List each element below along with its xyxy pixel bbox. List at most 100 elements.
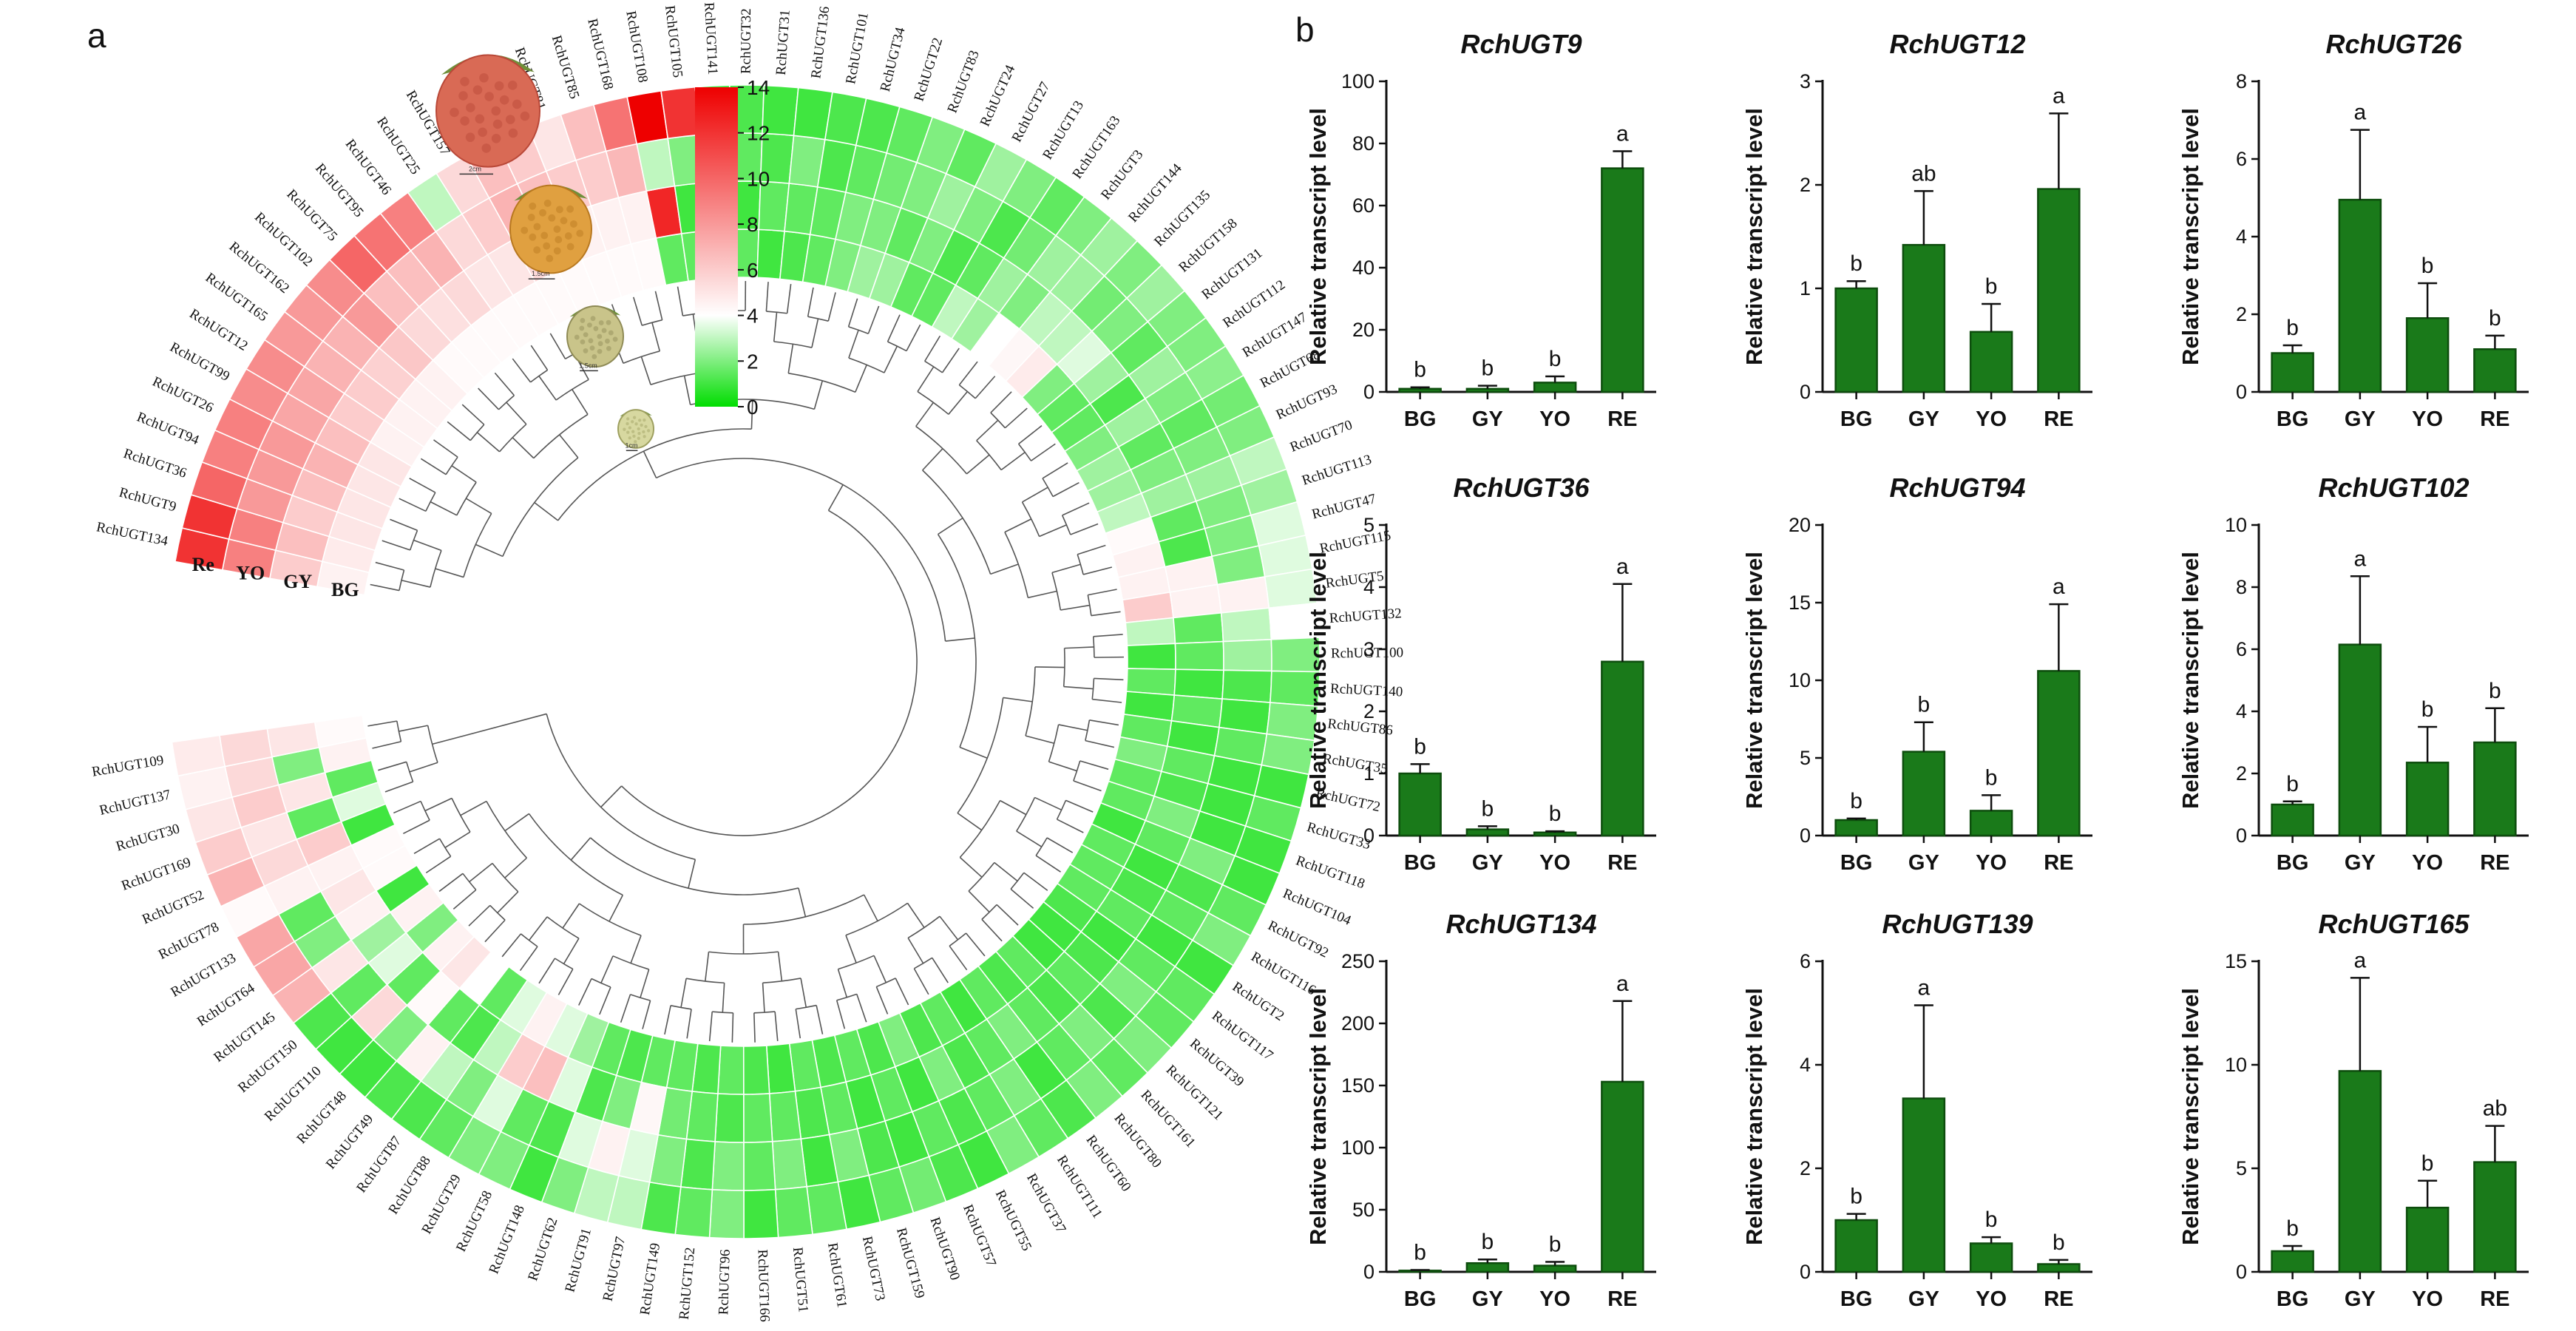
dendro-branch [1031,443,1056,461]
dendro-branch [1052,481,1079,498]
bar-GY [1465,1261,1510,1273]
fruit-drupelet [481,143,492,153]
colorbar-tick-label: 10 [747,167,770,190]
dendro-branch [1064,646,1094,649]
fruit-drupelet [643,435,646,438]
fruit-drupelet [638,419,642,422]
fruit-drupelet [606,319,611,325]
dendro-branch [1018,424,1043,445]
dendro-arc [427,725,438,763]
y-axis-label: Relative transcript level [1305,988,1331,1245]
gene-label: RchUGT90 [927,1215,963,1282]
y-tick-label: 0 [2236,824,2247,847]
fruit-drupelet [507,81,518,90]
fruit-drupelet [598,320,604,326]
dendro-arc [533,413,589,459]
dendro-branch [609,895,624,922]
dendro-arc [530,369,548,383]
y-tick-label: 5 [1363,514,1375,536]
gene-label: RchUGT86 [1326,716,1393,738]
dendro-arc [1077,554,1084,575]
dendro-branch [469,862,493,883]
dendro-branch [1048,761,1077,772]
gene-label: RchUGT35 [1321,751,1389,776]
significance-letter: b [1549,347,1562,371]
fruit-drupelet [553,247,561,255]
dendro-branch [393,800,421,814]
dendro-arc [836,993,858,1001]
fruit-drupelet [491,106,501,116]
fruit-drupelet [632,416,637,419]
dendro-branch [1093,634,1123,637]
dendro-branch [1060,604,1090,611]
dendro-branch [688,859,696,889]
fruit-drupelet [579,325,585,331]
significance-letter: b [2286,772,2299,796]
bar-GY [1902,243,1946,393]
significance-letter: a [2354,948,2367,972]
dendro-branch [1034,666,1065,668]
x-tick-label: GY [1472,851,1503,875]
chart-title: RchUGT94 [1889,473,2025,503]
dendro-arc [486,801,527,858]
fruit-body [617,409,654,449]
gene-label: RchUGT60 [1083,1132,1134,1194]
ring-label-BG: BG [331,579,359,600]
dendro-arc [1085,719,1091,741]
gene-label: RchUGT33 [1305,819,1372,853]
bar-BG [1834,287,1878,393]
dendro-branch [409,478,436,493]
dendro-branch [1070,523,1099,535]
gene-label: RchUGT57 [960,1202,999,1269]
x-tick-label: RE [2480,1287,2509,1311]
fruit-drupelet [637,427,640,431]
x-tick-label: YO [2412,1287,2443,1311]
fruit-drupelet [472,85,483,95]
dendro-branch [370,583,400,592]
fruit-drupelet [644,424,648,429]
fruit-drupelet [631,420,634,424]
gene-label: RchUGT152 [677,1247,699,1321]
bar-BG [2271,1250,2314,1273]
dendro-branch [538,376,557,401]
dendro-branch [402,819,430,834]
panel-label-a: a [87,16,106,55]
gene-label: RchUGT149 [637,1242,663,1316]
y-tick-label: 6 [2236,638,2247,660]
y-tick-label: 6 [1800,950,1811,972]
gene-label: RchUGT39 [1187,1036,1247,1090]
gene-label: RchUGT113 [1300,452,1373,489]
dendro-branch [1077,544,1106,555]
dendro-branch [959,746,988,759]
significance-letter: b [2286,316,2299,340]
heat-cell [714,1093,745,1143]
heat-cell [765,1043,796,1094]
heat-cell [743,1140,776,1191]
significance-letter: ab [1911,161,1936,186]
dendro-branch [915,402,935,427]
y-tick-label: 4 [2236,700,2247,722]
x-tick-label: BG [1840,407,1873,431]
gene-label: RchUGT136 [808,5,833,79]
bar-YO [1969,331,2013,393]
colorbar-tick-label: 12 [747,122,770,145]
fruit-body [566,305,624,368]
dendro-branch [786,283,792,314]
fruit-drupelet [590,316,596,322]
gene-label: RchUGT159 [893,1226,927,1300]
gene-label: RchUGT78 [156,919,222,963]
dendro-branch [1039,524,1067,538]
significance-letter: a [2354,101,2367,125]
x-tick-label: GY [2345,851,2376,875]
dendro-branch [413,539,442,552]
dendro-branch [1062,502,1090,516]
dendro-branch [884,345,898,373]
fruit-drupelet [539,209,546,217]
x-tick-label: RE [2480,851,2509,875]
dendro-arc [456,481,477,516]
y-tick-label: 2 [1800,174,1811,196]
x-tick-label: GY [1908,407,1939,431]
dendro-arc [1010,872,1025,890]
gene-label: RchUGT141 [701,1,720,75]
